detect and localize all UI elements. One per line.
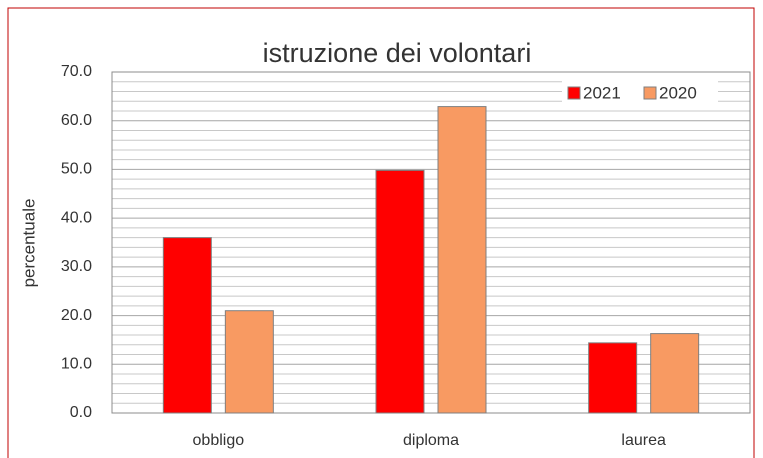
y-tick-label: 10.0 xyxy=(61,356,92,373)
bar xyxy=(650,333,700,414)
legend-swatch xyxy=(567,86,581,100)
legend-label: 2020 xyxy=(659,83,697,102)
bar xyxy=(437,106,487,414)
y-axis-label: percentuale xyxy=(19,199,38,288)
x-tick-label: laurea xyxy=(621,432,666,449)
chart-title: istruzione dei volontari xyxy=(263,38,532,68)
y-tick-label: 0.0 xyxy=(70,404,92,421)
bar xyxy=(162,237,212,414)
y-tick-label: 20.0 xyxy=(61,307,92,324)
legend-box xyxy=(562,80,718,106)
plot-border xyxy=(111,71,751,414)
bar xyxy=(588,342,638,414)
x-tick-label: diploma xyxy=(403,432,459,449)
y-tick-label: 40.0 xyxy=(61,209,92,226)
bar xyxy=(224,310,274,414)
legend-label: 2021 xyxy=(583,83,621,102)
bar xyxy=(375,169,425,414)
y-tick-label: 70.0 xyxy=(61,63,92,80)
y-tick-label: 30.0 xyxy=(61,258,92,275)
legend-swatch xyxy=(643,86,657,100)
x-tick-label: obbligo xyxy=(193,432,245,449)
y-tick-label: 60.0 xyxy=(61,112,92,129)
y-tick-label: 50.0 xyxy=(61,161,92,178)
